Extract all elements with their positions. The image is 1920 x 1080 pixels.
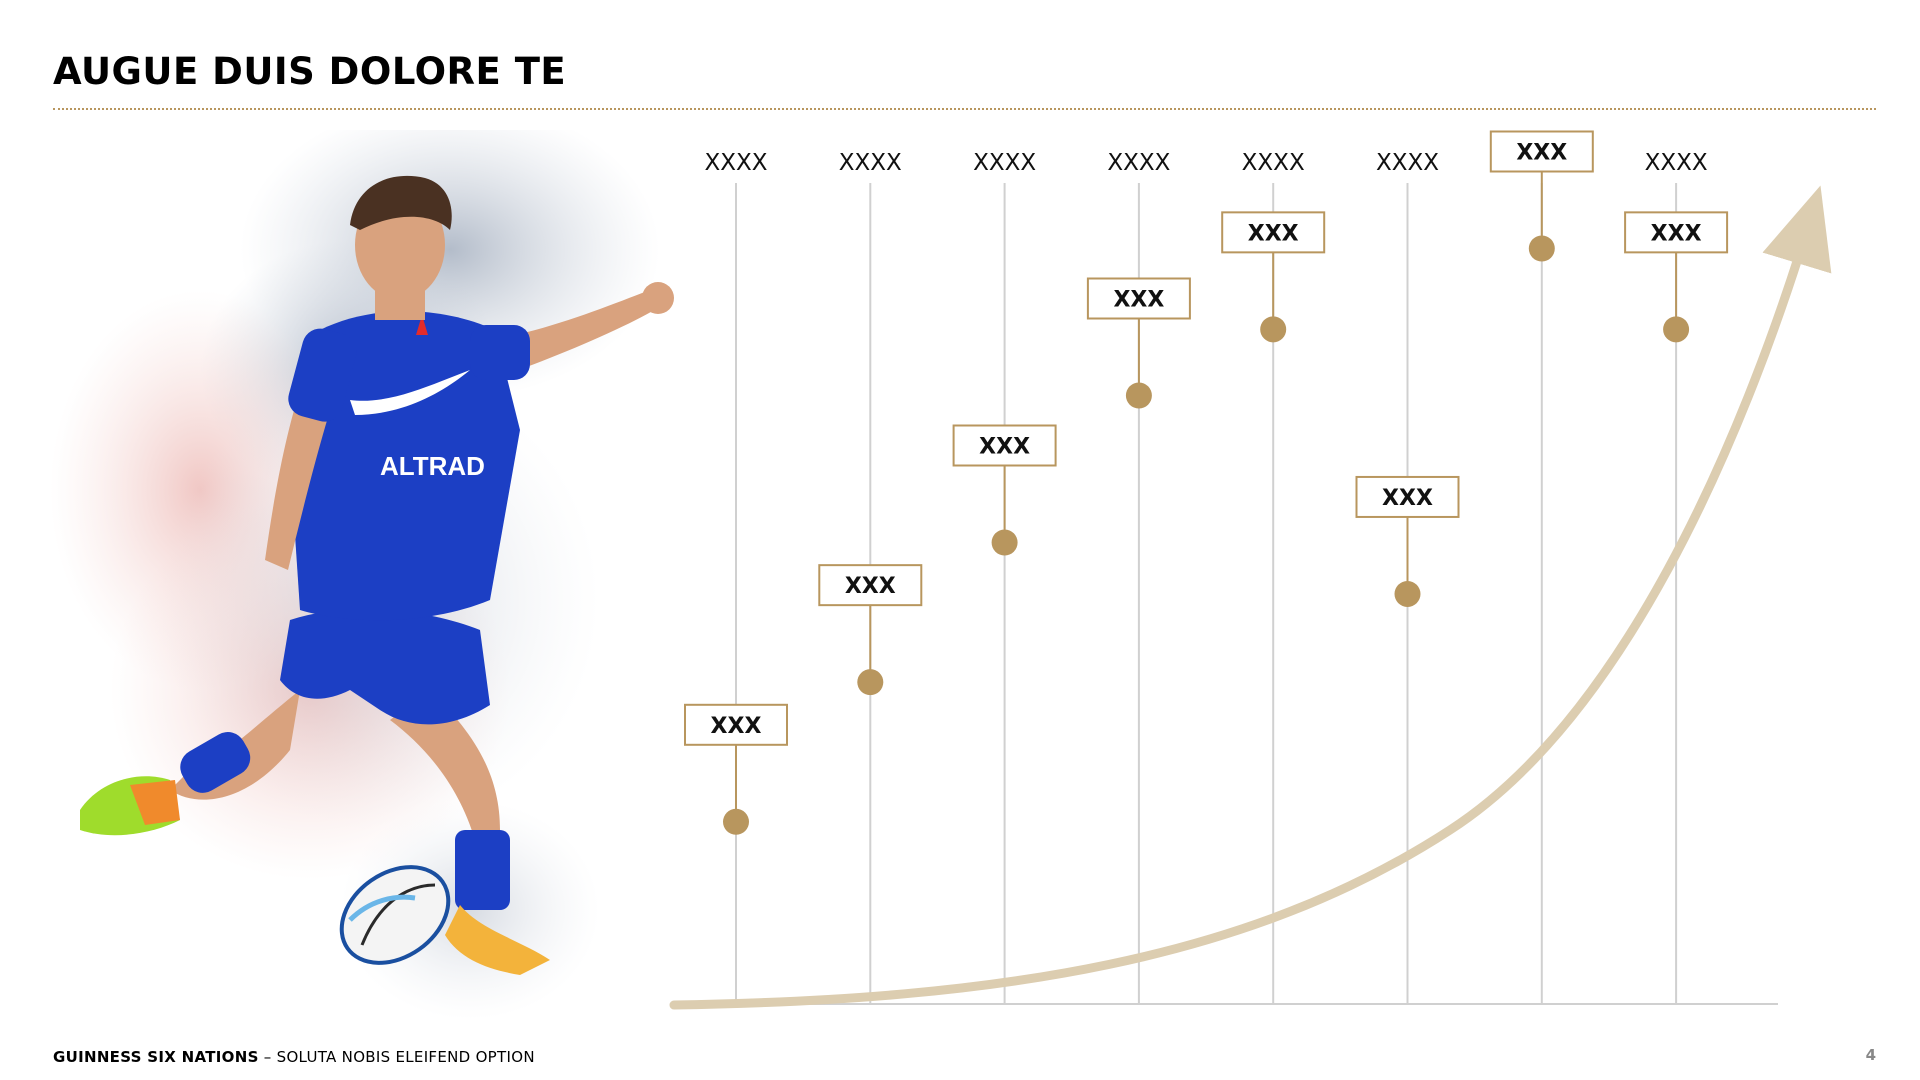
column-label: XXXX bbox=[704, 150, 767, 176]
value-box bbox=[1489, 130, 1594, 173]
rugby-player-kicking-icon: ALTRAD bbox=[50, 130, 674, 1020]
value-box bbox=[1221, 211, 1326, 254]
column-label: XXXX bbox=[1376, 150, 1439, 176]
value-box bbox=[952, 424, 1057, 467]
growth-curve-arrow bbox=[669, 185, 1832, 1010]
value-dot bbox=[857, 669, 884, 696]
value-dot bbox=[1528, 235, 1555, 262]
column-label: XXXX bbox=[973, 150, 1036, 176]
footer-brand: GUINNESS SIX NATIONS – SOLUTA NOBIS ELEI… bbox=[53, 1048, 535, 1066]
value-label: XXX bbox=[1651, 221, 1702, 246]
page-number: 4 bbox=[1865, 1046, 1876, 1064]
timeline-columns: XXXXXXXXXXXXXXXXXXXXXXXXXXXXXXXXXXXXXXXX… bbox=[684, 130, 1729, 835]
title-divider bbox=[53, 108, 1876, 110]
value-box bbox=[1355, 475, 1460, 518]
value-label: XXX bbox=[979, 435, 1030, 460]
value-box bbox=[684, 703, 788, 746]
value-dot bbox=[1260, 316, 1287, 343]
footer-separator: – bbox=[258, 1048, 277, 1066]
value-dot bbox=[723, 808, 749, 835]
value-dot bbox=[1394, 580, 1421, 607]
value-label: XXX bbox=[711, 714, 762, 739]
value-box bbox=[1624, 211, 1729, 254]
column-label: XXXX bbox=[1242, 150, 1305, 176]
value-dot bbox=[1663, 316, 1690, 343]
footer-brand-name: GUINNESS SIX NATIONS bbox=[53, 1048, 259, 1066]
value-label: XXX bbox=[1516, 141, 1567, 166]
value-box bbox=[818, 564, 923, 607]
value-dot bbox=[991, 529, 1018, 556]
value-dot bbox=[1125, 382, 1152, 409]
value-label: XXX bbox=[1248, 221, 1299, 246]
column-label: XXXX bbox=[839, 150, 902, 176]
value-box bbox=[1086, 277, 1191, 320]
svg-text:ALTRAD: ALTRAD bbox=[380, 451, 485, 481]
column-label: XXXX bbox=[1645, 150, 1708, 176]
footer-subtitle: SOLUTA NOBIS ELEIFEND OPTION bbox=[276, 1048, 535, 1066]
value-label: XXX bbox=[1113, 288, 1164, 313]
slide-title: AUGUE DUIS DOLORE TE bbox=[53, 50, 567, 93]
value-label: XXX bbox=[1382, 486, 1433, 511]
column-label: XXXX bbox=[1107, 150, 1170, 176]
value-label: XXX bbox=[845, 574, 896, 599]
